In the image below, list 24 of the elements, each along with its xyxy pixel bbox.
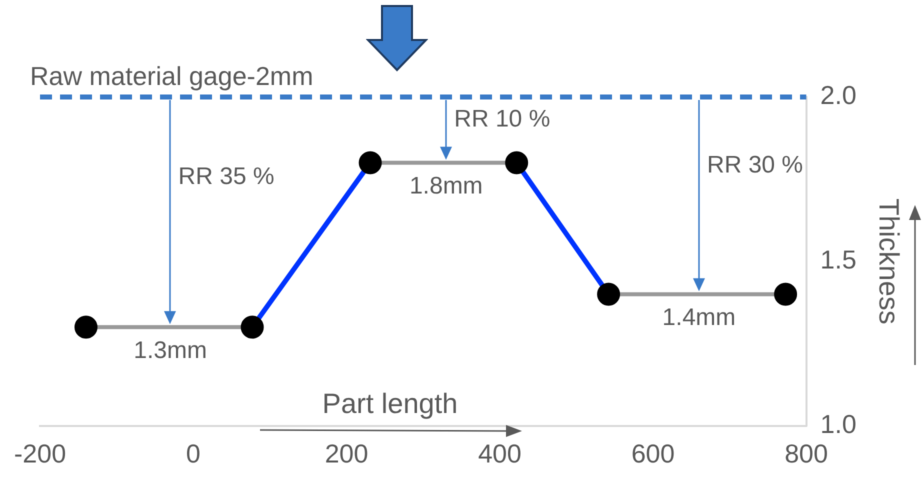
annotation: 1.8mm <box>409 172 483 200</box>
point <box>358 151 382 174</box>
annotation: 1.3mm <box>134 336 207 364</box>
point <box>74 316 98 339</box>
point <box>597 282 620 306</box>
ref-line-label: Raw material gage-2mm <box>30 61 314 92</box>
x-tick-label: 600 <box>631 438 675 469</box>
x-tick-label: 200 <box>324 438 368 469</box>
y-tick-label: 1.0 <box>820 408 856 439</box>
x-tick-label: -200 <box>14 438 66 469</box>
point <box>505 151 528 174</box>
x-tick-label: 400 <box>478 438 522 469</box>
x-axis-title: Part length <box>322 388 458 420</box>
x-tick-label: 0 <box>186 438 200 469</box>
point <box>774 282 798 306</box>
y-axis-title: Thickness <box>873 198 904 324</box>
point <box>240 316 264 339</box>
annotation: RR 35 % <box>178 163 274 190</box>
y-tick-label: 1.5 <box>820 244 856 275</box>
x-tick-label: 800 <box>784 438 828 469</box>
annotation: RR 10 % <box>454 106 550 133</box>
y-tick-label: 2.0 <box>820 80 856 110</box>
annotation: RR 30 % <box>706 152 804 179</box>
annotation: 1.4mm <box>662 304 736 331</box>
